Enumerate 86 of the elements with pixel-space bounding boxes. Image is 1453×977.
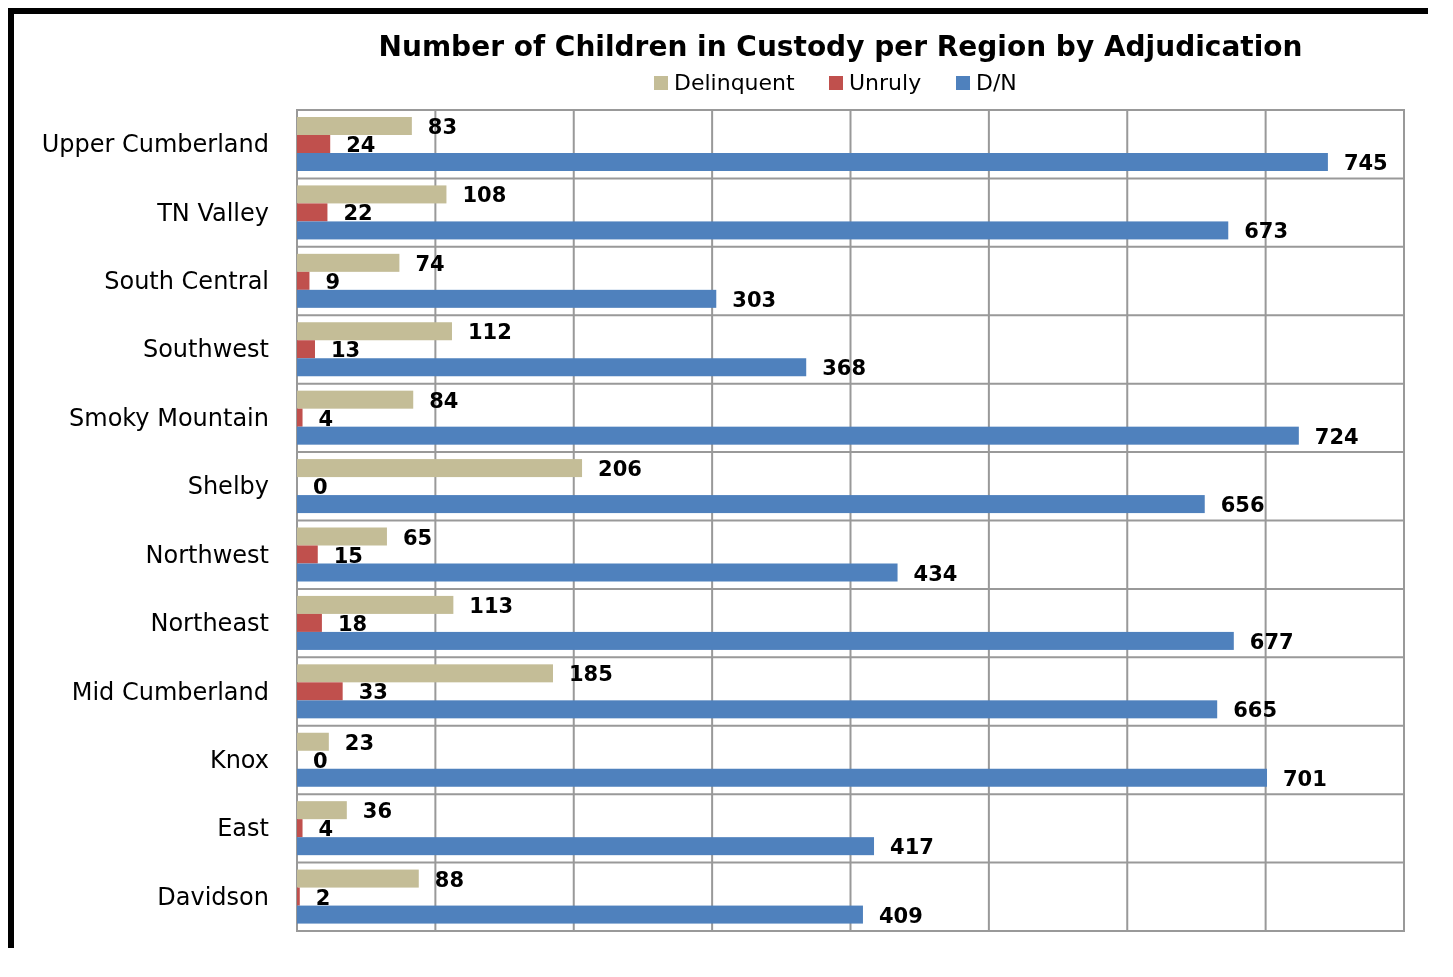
data-label: 108: [462, 183, 507, 208]
bar: [297, 185, 447, 204]
data-label: 4: [318, 817, 334, 842]
bar: [297, 340, 315, 359]
bar: [297, 527, 387, 546]
data-label: 113: [469, 593, 514, 618]
data-label: 88: [434, 867, 464, 892]
bar: [297, 595, 454, 614]
y-tick-label: Davidson: [157, 882, 269, 911]
bar: [297, 289, 717, 308]
bar: [297, 135, 331, 153]
y-tick-label: Southwest: [142, 335, 269, 364]
y-tick-label: Upper Cumberland: [41, 130, 269, 159]
bar: [297, 563, 898, 582]
bar: [297, 801, 347, 820]
bar: [297, 495, 1205, 514]
data-label: 656: [1220, 493, 1265, 518]
bar: [297, 732, 329, 751]
bar: [297, 869, 419, 888]
data-label: 13: [330, 338, 361, 363]
bar: [297, 459, 583, 478]
y-tick-label: Mid Cumberland: [71, 677, 269, 706]
legend-label: Unruly: [849, 70, 922, 95]
data-label: 2: [315, 885, 331, 910]
bar: [297, 613, 322, 632]
y-tick-label: South Central: [104, 267, 269, 296]
bar: [297, 700, 1218, 719]
data-label: 673: [1244, 219, 1289, 244]
data-label: 368: [822, 356, 867, 381]
data-label: 417: [890, 835, 934, 860]
data-label: 36: [362, 799, 393, 824]
data-label: 206: [598, 457, 642, 482]
y-tick-label: TN Valley: [156, 198, 269, 227]
bar: [297, 837, 875, 856]
bar: [297, 545, 318, 564]
data-label: 185: [568, 662, 613, 687]
bar: [297, 887, 300, 906]
y-tick-label: Shelby: [187, 472, 269, 501]
bar: [297, 221, 1229, 240]
bar: [297, 203, 328, 222]
bar: [297, 631, 1234, 650]
bar: [297, 664, 553, 683]
y-tick-label: Knox: [209, 745, 269, 774]
bar: [297, 426, 1299, 445]
bar: [297, 271, 310, 290]
data-label: 677: [1249, 629, 1294, 654]
y-tick-label: Northeast: [150, 609, 269, 638]
bar: [297, 358, 807, 377]
bar: [297, 905, 863, 924]
bar: [297, 253, 400, 272]
data-label: 434: [913, 561, 958, 586]
data-label: 18: [337, 611, 368, 636]
y-tick-label: Northwest: [145, 540, 269, 569]
data-label: 9: [325, 269, 341, 294]
data-label: 409: [878, 903, 923, 928]
bar: [297, 117, 412, 135]
bar: [297, 408, 303, 427]
data-label: 83: [427, 115, 458, 139]
data-label: 112: [467, 320, 512, 345]
bar: [297, 153, 1328, 171]
data-label: 0: [313, 475, 328, 500]
data-label: 74: [415, 251, 445, 276]
data-label: 0: [313, 748, 328, 773]
bar: [297, 682, 343, 701]
bar: [297, 819, 303, 838]
data-label: 84: [429, 388, 459, 413]
data-label: 24: [346, 133, 376, 157]
data-label: 665: [1233, 698, 1278, 723]
bar: [297, 322, 452, 341]
y-tick-label: East: [217, 814, 269, 843]
data-label: 33: [358, 680, 388, 705]
data-label: 22: [343, 201, 373, 226]
data-label: 701: [1283, 766, 1327, 791]
bar: [297, 768, 1268, 787]
chart-title: Number of Children in Custody per Region by Adjudication: [378, 30, 1303, 63]
data-label: 15: [333, 543, 363, 568]
data-label: 745: [1343, 151, 1388, 175]
data-label: 23: [344, 730, 375, 755]
data-label: 724: [1314, 424, 1359, 449]
data-label: 303: [732, 287, 777, 312]
y-tick-label: Smoky Mountain: [69, 403, 269, 432]
data-label: 65: [402, 525, 433, 550]
bar: [297, 390, 414, 409]
legend-label: Delinquent: [674, 70, 796, 95]
data-label: 4: [318, 406, 334, 431]
legend-label: D/N: [976, 70, 1017, 95]
